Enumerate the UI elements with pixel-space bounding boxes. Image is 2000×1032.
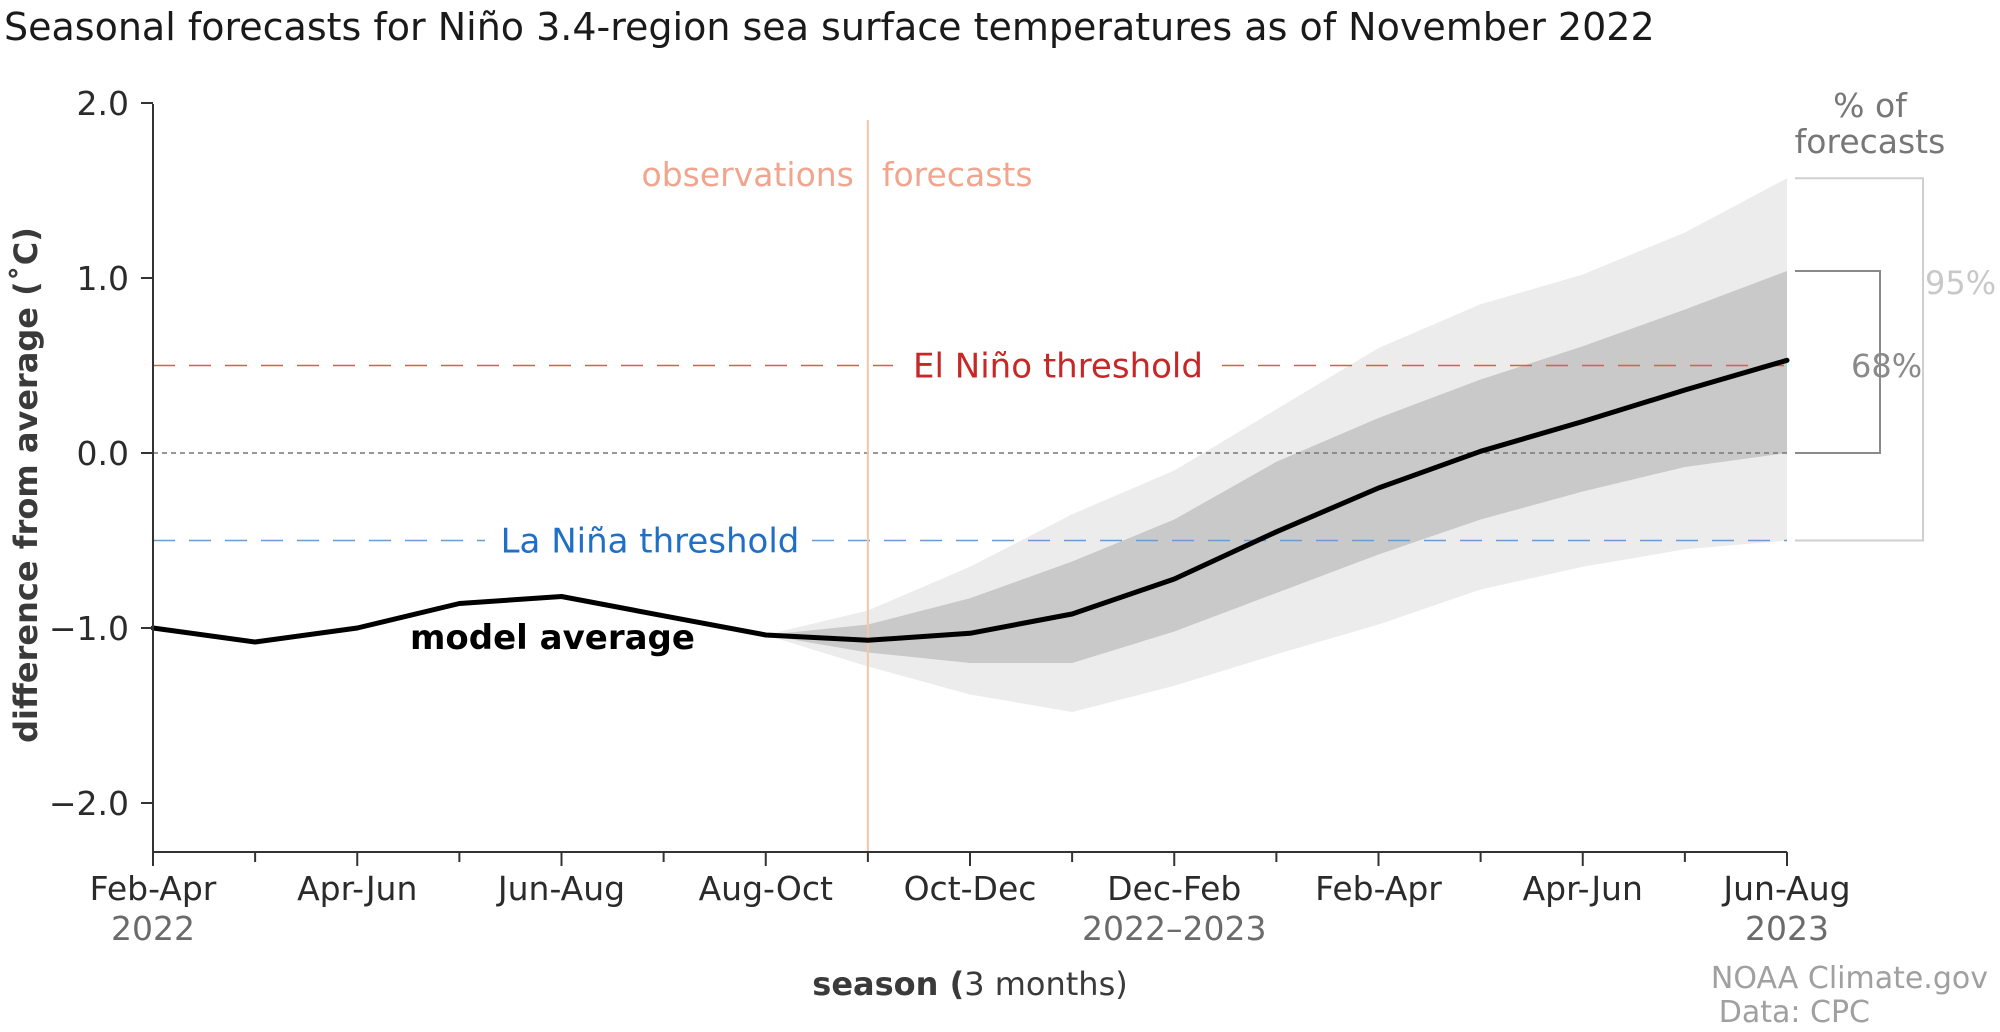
y-axis-label: difference from average (˚C) (7, 227, 45, 743)
credit-line-1: NOAA Climate.gov (1711, 961, 1988, 996)
y-tick-label: 1.0 (77, 259, 129, 298)
forecasts-label: forecasts (882, 155, 1033, 194)
y-tick-label: 2.0 (77, 84, 129, 123)
x-tick-sublabel: 2022 (111, 909, 195, 948)
pct-forecasts-title-line1: % of (1833, 86, 1908, 125)
la-nina-threshold-label: La Niña threshold (501, 522, 800, 562)
x-axis-label: season (3 months) (812, 965, 1127, 1003)
chart-title: Seasonal forecasts for Niño 3.4-region s… (4, 5, 1655, 49)
x-axis-label-rest: 3 months) (964, 965, 1128, 1003)
x-tick-label: Oct-Dec (904, 869, 1037, 908)
x-axis-label-bold: season ( (812, 965, 964, 1003)
x-tick-label: Jun-Aug (1721, 869, 1850, 908)
y-tick-label: −2.0 (49, 784, 129, 823)
y-tick-label: −1.0 (49, 609, 129, 648)
x-tick-label: Apr-Jun (1523, 869, 1643, 908)
x-tick-label: Feb-Apr (90, 869, 217, 908)
pct-68-label: 68% (1851, 347, 1922, 385)
band-95-percent (765, 178, 1787, 713)
model-average-label: model average (410, 618, 695, 658)
x-tick-sublabel: 2023 (1745, 909, 1829, 948)
x-tick-label: Aug-Oct (699, 869, 833, 908)
x-tick-label: Feb-Apr (1315, 869, 1442, 908)
x-tick-label: Apr-Jun (297, 869, 417, 908)
plot-area: El Niño threshold La Niña threshold observ… (49, 84, 1996, 948)
band-68-percent (765, 271, 1787, 663)
x-tick-label: Dec-Feb (1107, 869, 1241, 908)
x-tick-sublabel: 2022–2023 (1082, 909, 1266, 948)
y-tick-label: 0.0 (77, 434, 129, 473)
model-average-line (150, 357, 1790, 645)
pct-95-label: 95% (1925, 264, 1996, 302)
bracket-68-percent (1795, 270, 1881, 454)
bracket-95-percent (1795, 177, 1924, 542)
observations-label: observations (642, 155, 854, 194)
x-tick-label: Jun-Aug (496, 869, 625, 908)
el-nino-threshold-label: El Niño threshold (913, 347, 1203, 387)
pct-forecasts-title-line2: forecasts (1795, 122, 1946, 161)
credit-line-2: Data: CPC (1719, 995, 1870, 1030)
